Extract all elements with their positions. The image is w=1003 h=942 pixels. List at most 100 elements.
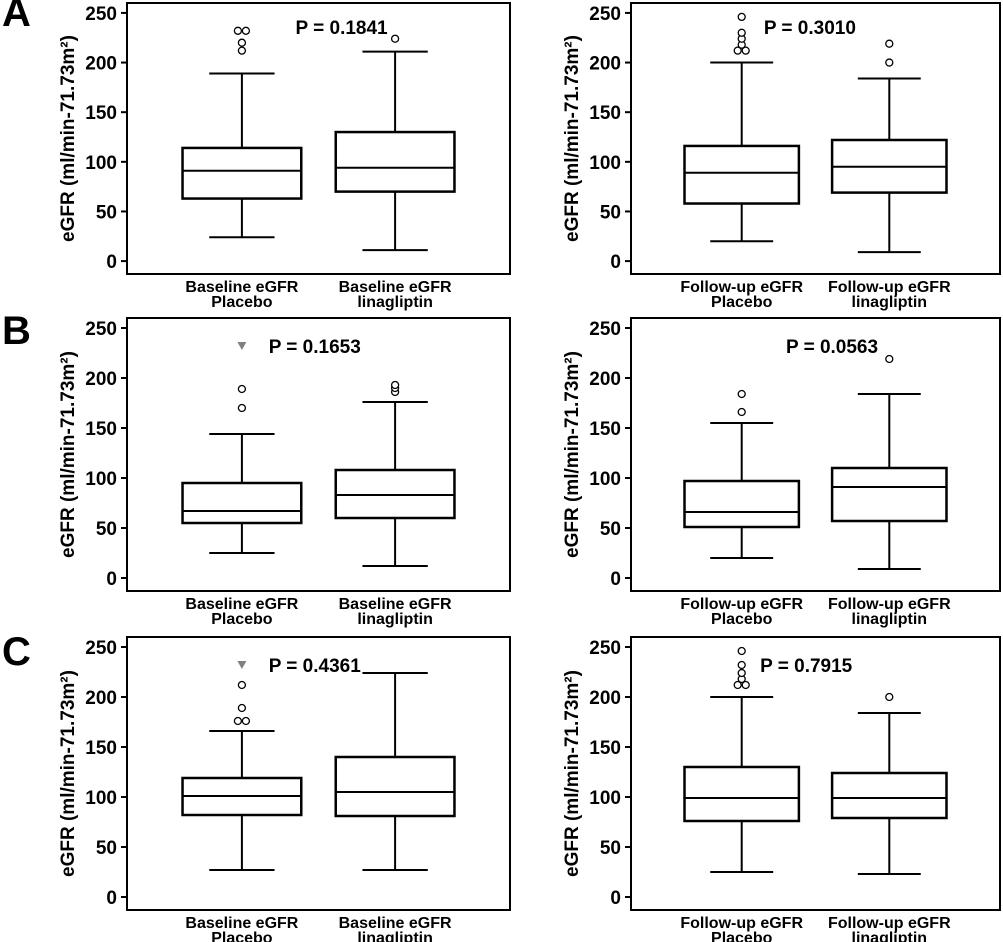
outlier-point bbox=[733, 46, 742, 55]
y-tick-label: 50 bbox=[96, 519, 117, 540]
y-tick-label: 100 bbox=[589, 788, 621, 809]
box-iqr bbox=[683, 479, 801, 529]
box-linagliptin bbox=[830, 39, 948, 254]
x-category-label-line2: linagliptin bbox=[852, 930, 928, 942]
y-tick-label: 200 bbox=[589, 688, 621, 709]
outlier-point bbox=[737, 407, 746, 417]
y-tick-label: 0 bbox=[106, 569, 117, 590]
x-category-label-line1: Follow-up eGFR bbox=[828, 915, 951, 932]
outlier-point bbox=[737, 646, 746, 656]
plot-frame bbox=[126, 317, 511, 592]
y-tick-label: 0 bbox=[610, 252, 621, 273]
y-tick-label: 250 bbox=[589, 4, 621, 25]
y-tick-label: 250 bbox=[85, 4, 117, 25]
outlier-point bbox=[737, 389, 746, 399]
p-value-annotation: P = 0.1653 bbox=[269, 337, 361, 358]
x-category-label-line2: Placebo bbox=[711, 930, 773, 942]
outlier-point bbox=[233, 26, 243, 35]
panel-letter-a: A bbox=[2, 0, 31, 35]
box-iqr bbox=[830, 466, 948, 523]
y-tick-label: 100 bbox=[589, 469, 621, 490]
extreme-point bbox=[237, 342, 247, 350]
box-placebo bbox=[181, 26, 303, 239]
y-tick-label: 200 bbox=[85, 54, 117, 75]
y-tick-label: 0 bbox=[106, 252, 117, 273]
p-value-annotation: P = 0.7915 bbox=[760, 656, 853, 677]
y-axis-label: eGFR (ml/min-71.73m²) bbox=[562, 351, 583, 558]
y-tick-label: 0 bbox=[610, 569, 621, 590]
outlier-point bbox=[733, 680, 742, 690]
panel-letter-c: C bbox=[2, 630, 31, 674]
y-axis-label: eGFR (ml/min-71.73m²) bbox=[58, 351, 79, 558]
y-tick-label: 250 bbox=[85, 638, 117, 659]
y-tick-label: 150 bbox=[589, 419, 621, 440]
p-value-annotation: P = 0.1841 bbox=[296, 18, 389, 39]
outlier-point bbox=[237, 46, 247, 55]
y-tick-label: 100 bbox=[85, 153, 117, 174]
outlier-point bbox=[390, 34, 400, 43]
box-iqr bbox=[334, 130, 456, 193]
outlier-point bbox=[237, 38, 247, 47]
outlier-point bbox=[885, 39, 894, 48]
y-axis-label: eGFR (ml/min-71.73m²) bbox=[562, 670, 583, 877]
chart-panel-b-left: 0 50 100 150 200 250 eGFR (ml/min-71.73m²) P = … bbox=[58, 317, 511, 628]
y-tick-label: 50 bbox=[96, 838, 117, 859]
box-placebo bbox=[683, 389, 801, 559]
box-linagliptin bbox=[334, 380, 456, 567]
y-tick-label: 200 bbox=[589, 369, 621, 390]
plot-frame bbox=[126, 2, 511, 275]
box-linagliptin bbox=[830, 692, 948, 875]
x-category-label-line1: Baseline eGFR bbox=[185, 279, 298, 296]
outlier-point bbox=[241, 716, 251, 726]
outlier-point bbox=[741, 46, 750, 55]
outlier-point bbox=[885, 58, 894, 67]
chart-panel-a-right: 0 50 100 150 200 250 eGFR (ml/min-71.73m²) P = … bbox=[562, 2, 1001, 311]
x-category-label-line2: Placebo bbox=[211, 294, 273, 311]
y-tick-label: 250 bbox=[589, 638, 621, 659]
y-tick-label: 50 bbox=[600, 838, 621, 859]
y-tick-label: 150 bbox=[85, 419, 117, 440]
outlier-point bbox=[737, 12, 746, 22]
outlier-point bbox=[237, 680, 247, 690]
y-axis-label: eGFR (ml/min-71.73m²) bbox=[562, 35, 583, 242]
y-tick-label: 250 bbox=[85, 319, 117, 340]
y-tick-label: 100 bbox=[589, 153, 621, 174]
box-linagliptin bbox=[334, 34, 456, 252]
outlier-point bbox=[737, 668, 746, 678]
outlier-point bbox=[390, 380, 400, 390]
box-iqr bbox=[683, 144, 801, 205]
y-tick-label: 150 bbox=[85, 103, 117, 124]
x-category-label-line2: Placebo bbox=[711, 294, 773, 311]
p-value-annotation: P = 0.4361 bbox=[269, 656, 362, 677]
outlier-point bbox=[237, 703, 247, 713]
y-tick-label: 0 bbox=[610, 888, 621, 909]
y-tick-label: 0 bbox=[106, 888, 117, 909]
chart-panel-c-left: 0 50 100 150 200 250 eGFR (ml/min-71.73m²) P = … bbox=[58, 636, 511, 942]
y-tick-label: 200 bbox=[589, 54, 621, 75]
y-axis-label: eGFR (ml/min-71.73m²) bbox=[58, 35, 79, 242]
p-value-annotation: P = 0.0563 bbox=[786, 337, 878, 358]
outlier-point bbox=[237, 403, 247, 413]
y-tick-label: 50 bbox=[96, 202, 117, 223]
outlier-point bbox=[885, 692, 894, 702]
y-tick-label: 100 bbox=[85, 788, 117, 809]
x-category-label-line1: Follow-up eGFR bbox=[680, 596, 803, 613]
box-iqr bbox=[334, 755, 456, 818]
outlier-point bbox=[237, 384, 247, 394]
y-tick-label: 150 bbox=[85, 738, 117, 759]
p-value-annotation: P = 0.3010 bbox=[764, 18, 856, 39]
outlier-point bbox=[885, 354, 894, 364]
y-tick-label: 50 bbox=[600, 519, 621, 540]
chart-panel-a-left: 0 50 100 150 200 250 eGFR (ml/min-71.73m²) P = … bbox=[58, 2, 511, 311]
box-placebo bbox=[181, 342, 303, 554]
plot-frame bbox=[630, 2, 1001, 275]
outlier-point bbox=[737, 660, 746, 670]
box-iqr bbox=[683, 765, 801, 823]
x-category-label-line2: linagliptin bbox=[852, 611, 928, 628]
outlier-point bbox=[241, 26, 251, 35]
y-tick-label: 150 bbox=[589, 738, 621, 759]
x-category-label-line1: Follow-up eGFR bbox=[828, 279, 951, 296]
x-category-label-line2: Placebo bbox=[211, 611, 273, 628]
y-tick-label: 200 bbox=[85, 688, 117, 709]
x-category-label-line2: linagliptin bbox=[357, 294, 433, 311]
